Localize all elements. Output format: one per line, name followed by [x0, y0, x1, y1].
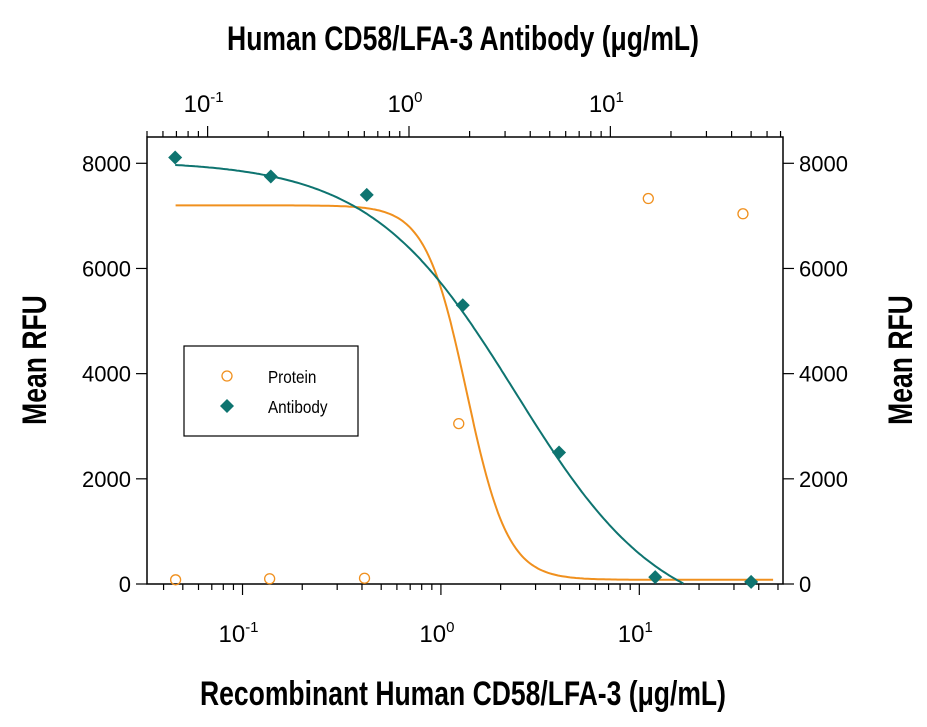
top-axis-title: Human CD58/LFA-3 Antibody (μg/mL) — [227, 20, 699, 58]
antibody-data-point — [263, 169, 278, 184]
antibody-fit-curve — [175, 164, 684, 585]
antibody-data-point — [359, 187, 374, 202]
protein-data-point — [642, 192, 654, 205]
protein-data-point — [169, 574, 182, 586]
plot-frame — [146, 136, 784, 585]
right-axis-title: Mean RFU — [882, 295, 920, 425]
legend-marker-antibody — [220, 399, 234, 413]
antibody-data-point — [552, 445, 567, 460]
bottom-axis-tick-label: 101 — [618, 619, 653, 648]
right-axis-tick-label: 2000 — [799, 467, 848, 492]
antibody-data-point — [648, 570, 663, 585]
protein-data-point — [453, 417, 465, 430]
left-axis-tick-label: 2000 — [82, 467, 131, 492]
bottom-axis-title: Recombinant Human CD58/LFA-3 (μg/mL) — [200, 675, 726, 713]
protein-data-point — [737, 208, 749, 220]
antibody-data-point — [744, 574, 759, 589]
protein-data-point — [263, 573, 276, 585]
left-axis-tick-label: 8000 — [82, 151, 131, 176]
right-axis-tick-label: 4000 — [799, 362, 848, 387]
top-axis-tick-label: 101 — [589, 89, 624, 118]
protein-fit-curve — [175, 204, 774, 581]
top-axis-tick-label: 10-1 — [184, 89, 224, 118]
legend-label-protein: Protein — [268, 367, 316, 387]
right-axis-tick-label: 0 — [799, 572, 811, 597]
left-axis-tick-label: 4000 — [82, 362, 131, 387]
legend-marker-protein — [221, 370, 233, 382]
left-axis-tick-label: 0 — [119, 572, 131, 597]
left-axis-tick-label: 6000 — [82, 256, 131, 281]
protein-data-point — [358, 572, 371, 584]
top-axis-tick-label: 100 — [387, 89, 422, 118]
antibody-data-point — [455, 298, 470, 313]
legend-label-antibody: Antibody — [268, 397, 328, 417]
right-axis-tick-label: 6000 — [799, 256, 848, 281]
legend: Protein Antibody — [183, 345, 359, 437]
bottom-axis-tick-label: 100 — [419, 619, 454, 648]
bottom-axis-tick-label: 10-1 — [218, 619, 258, 648]
antibody-data-point — [168, 150, 183, 165]
left-axis-title: Mean RFU — [16, 295, 54, 425]
right-axis-tick-label: 8000 — [799, 151, 848, 176]
